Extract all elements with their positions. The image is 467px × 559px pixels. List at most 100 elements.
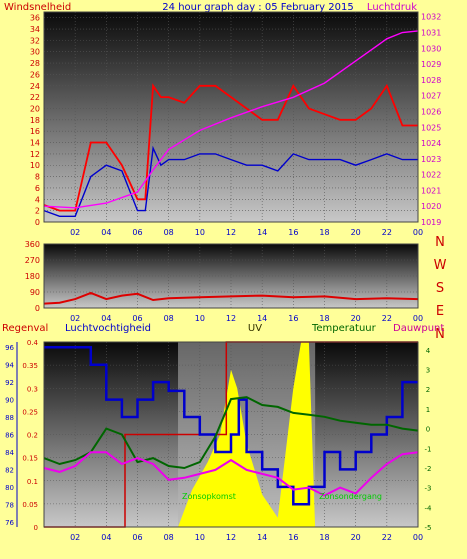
x-tick-label: 16: [288, 314, 298, 323]
y-tick-label: 270: [25, 256, 40, 265]
x-tick-label: 16: [288, 533, 298, 542]
y-left-tick-label: 24: [30, 82, 40, 91]
x-tick-label: 02: [70, 228, 80, 237]
x-tick-label: 10: [195, 314, 205, 323]
y-tick-label: 0: [35, 304, 40, 313]
x-tick-label: 04: [101, 228, 111, 237]
sun-annotation: Zonsondergang: [319, 492, 382, 501]
y-humidity-tick-label: 88: [5, 414, 14, 422]
x-tick-label: 22: [382, 228, 392, 237]
compass-direction-label: E: [436, 304, 444, 319]
y-humidity-tick-label: 90: [5, 397, 14, 405]
y-left-tick-label: 8: [35, 173, 40, 182]
y-temperature-tick-label: 4: [426, 347, 431, 355]
uv-axis-title: UV: [248, 323, 262, 334]
y-right-tick-label: 1027: [421, 92, 441, 101]
y-left-tick-label: 0: [35, 218, 40, 227]
humidity-axis-title: Luchtvochtigheid: [65, 323, 151, 334]
x-tick-label: 14: [257, 314, 267, 323]
y-left-tick-label: 32: [30, 36, 40, 45]
y-left-tick-label: 36: [30, 14, 40, 23]
plot-border-wind: [43, 11, 419, 223]
y-rain-tick-label: 0.1: [27, 478, 38, 486]
x-tick-label: 10: [195, 228, 205, 237]
x-tick-label: 06: [132, 228, 142, 237]
x-tick-label: 08: [164, 228, 174, 237]
dewpoint-axis-title: Dauwpunt: [393, 323, 444, 334]
x-tick-label: 04: [101, 533, 111, 542]
y-tick-label: 90: [30, 288, 40, 297]
y-left-tick-label: 20: [30, 104, 40, 113]
y-right-tick-label: 1030: [421, 44, 441, 53]
series-line-gust: [43, 83, 418, 212]
series-line-humidity: [44, 345, 418, 506]
x-tick-label: 22: [382, 533, 392, 542]
y-humidity-tick-label: 94: [5, 362, 14, 370]
y-left-tick-label: 14: [30, 139, 40, 148]
x-tick-label: 22: [382, 314, 392, 323]
y-right-tick-label: 1024: [421, 139, 441, 148]
y-right-tick-label: 1021: [421, 186, 441, 195]
x-tick-label: 20: [351, 314, 361, 323]
x-tick-label: 00: [413, 533, 423, 542]
x-tick-label: 08: [164, 533, 174, 542]
y-left-tick-label: 6: [35, 184, 40, 193]
compass-direction-label: N: [435, 327, 445, 342]
left-axis-title: Windsnelheid: [4, 2, 71, 13]
y-rain-tick-label: 0.3: [27, 385, 38, 393]
y-right-tick-label: 1026: [421, 107, 441, 116]
y-temperature-tick-label: 1: [426, 406, 430, 414]
y-right-tick-label: 1032: [421, 13, 441, 22]
y-left-tick-label: 22: [30, 93, 40, 102]
y-temperature-tick-label: -1: [425, 445, 432, 453]
y-temperature-tick-label: -3: [425, 485, 432, 493]
x-tick-label: 18: [319, 533, 329, 542]
y-humidity-tick-label: 76: [5, 519, 14, 527]
y-right-tick-label: 1031: [421, 29, 441, 38]
y-humidity-tick-label: 80: [5, 484, 14, 492]
y-rain-tick-label: 0: [34, 524, 38, 532]
x-tick-label: 18: [319, 314, 329, 323]
y-right-tick-label: 1029: [421, 60, 441, 69]
y-rain-tick-label: 0.4: [27, 339, 39, 347]
compass-direction-label: N: [435, 235, 445, 250]
x-tick-label: 04: [101, 314, 111, 323]
y-left-tick-label: 30: [30, 48, 40, 57]
series-line-temperature: [43, 396, 419, 470]
y-left-tick-label: 10: [30, 161, 40, 170]
x-tick-label: 14: [257, 533, 267, 542]
x-tick-label: 12: [226, 314, 236, 323]
y-left-tick-label: 4: [35, 195, 40, 204]
x-tick-label: 14: [257, 228, 267, 237]
y-right-tick-label: 1022: [421, 171, 441, 180]
x-tick-label: 20: [351, 533, 361, 542]
y-humidity-tick-label: 78: [5, 501, 14, 509]
y-rain-tick-label: 0.15: [22, 455, 38, 463]
y-humidity-tick-label: 82: [5, 466, 14, 474]
y-left-tick-label: 16: [30, 127, 40, 136]
y-left-tick-label: 26: [30, 70, 40, 79]
y-right-tick-label: 1025: [421, 123, 441, 132]
y-temperature-tick-label: 3: [426, 367, 430, 375]
plot-border-climate: [43, 341, 419, 528]
series-line-direction: [43, 291, 419, 305]
y-left-tick-label: 34: [30, 25, 40, 34]
y-tick-label: 180: [25, 272, 40, 281]
y-temperature-tick-label: -2: [425, 465, 432, 473]
x-tick-label: 02: [70, 314, 80, 323]
y-rain-tick-label: 0.25: [22, 408, 38, 416]
y-left-tick-label: 12: [30, 150, 40, 159]
compass-direction-label: S: [436, 281, 444, 296]
x-tick-label: 06: [132, 314, 142, 323]
y-right-tick-label: 1020: [421, 202, 441, 211]
x-tick-label: 12: [226, 228, 236, 237]
right-axis-title: Luchtdruk: [367, 2, 417, 13]
y-humidity-tick-label: 92: [5, 379, 14, 387]
chart-title: 24 hour graph day : 05 February 2015: [162, 2, 353, 13]
series-line-pressure: [43, 30, 419, 209]
y-rain-tick-label: 0.05: [22, 501, 38, 509]
y-right-tick-label: 1019: [421, 218, 441, 227]
x-tick-label: 20: [351, 228, 361, 237]
y-temperature-tick-label: -5: [425, 524, 432, 532]
